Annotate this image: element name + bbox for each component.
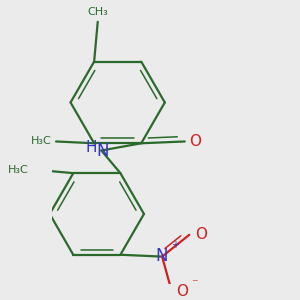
Text: CH₃: CH₃ — [87, 7, 108, 17]
Text: O: O — [195, 227, 207, 242]
Text: N: N — [156, 247, 168, 265]
Text: H: H — [85, 140, 97, 155]
Text: H₃C: H₃C — [8, 164, 29, 175]
Text: ⁻: ⁻ — [191, 277, 198, 290]
Text: O: O — [177, 284, 189, 298]
Text: H₃C: H₃C — [31, 136, 52, 146]
Text: O: O — [189, 134, 201, 149]
Text: +: + — [171, 240, 179, 250]
Text: N: N — [96, 142, 109, 160]
